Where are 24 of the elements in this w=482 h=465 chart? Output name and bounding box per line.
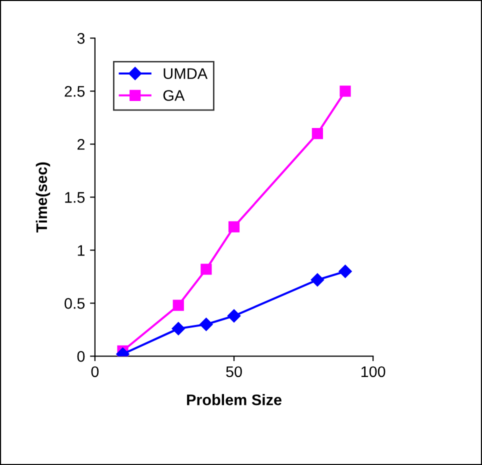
point [340, 86, 351, 97]
point [310, 273, 324, 286]
x-tick-label: 50 [226, 366, 242, 378]
point [172, 300, 184, 311]
x-tick-label: 100 [361, 366, 386, 378]
y-tick-label: 1.5 [65, 192, 85, 203]
y-tick-label: 1 [78, 245, 84, 256]
point [312, 128, 323, 140]
point [172, 322, 185, 336]
y-tick-label: 2 [78, 139, 84, 150]
y-tick-label: 2.5 [64, 86, 85, 97]
y-tick-label: 0.5 [64, 298, 85, 309]
point [200, 264, 212, 275]
point [200, 318, 213, 331]
point [227, 309, 241, 322]
x-tick-label: 0 [91, 366, 99, 378]
legend-label: GA [163, 90, 185, 101]
legend-label: UMDA [164, 68, 208, 80]
point [228, 221, 240, 232]
y-tick-label: 0 [77, 351, 85, 362]
x-axis-title: Problem Size [187, 394, 282, 406]
y-tick-label: 3 [77, 33, 85, 44]
point [338, 264, 352, 278]
y-axis-title: Time(sec) [36, 162, 50, 233]
